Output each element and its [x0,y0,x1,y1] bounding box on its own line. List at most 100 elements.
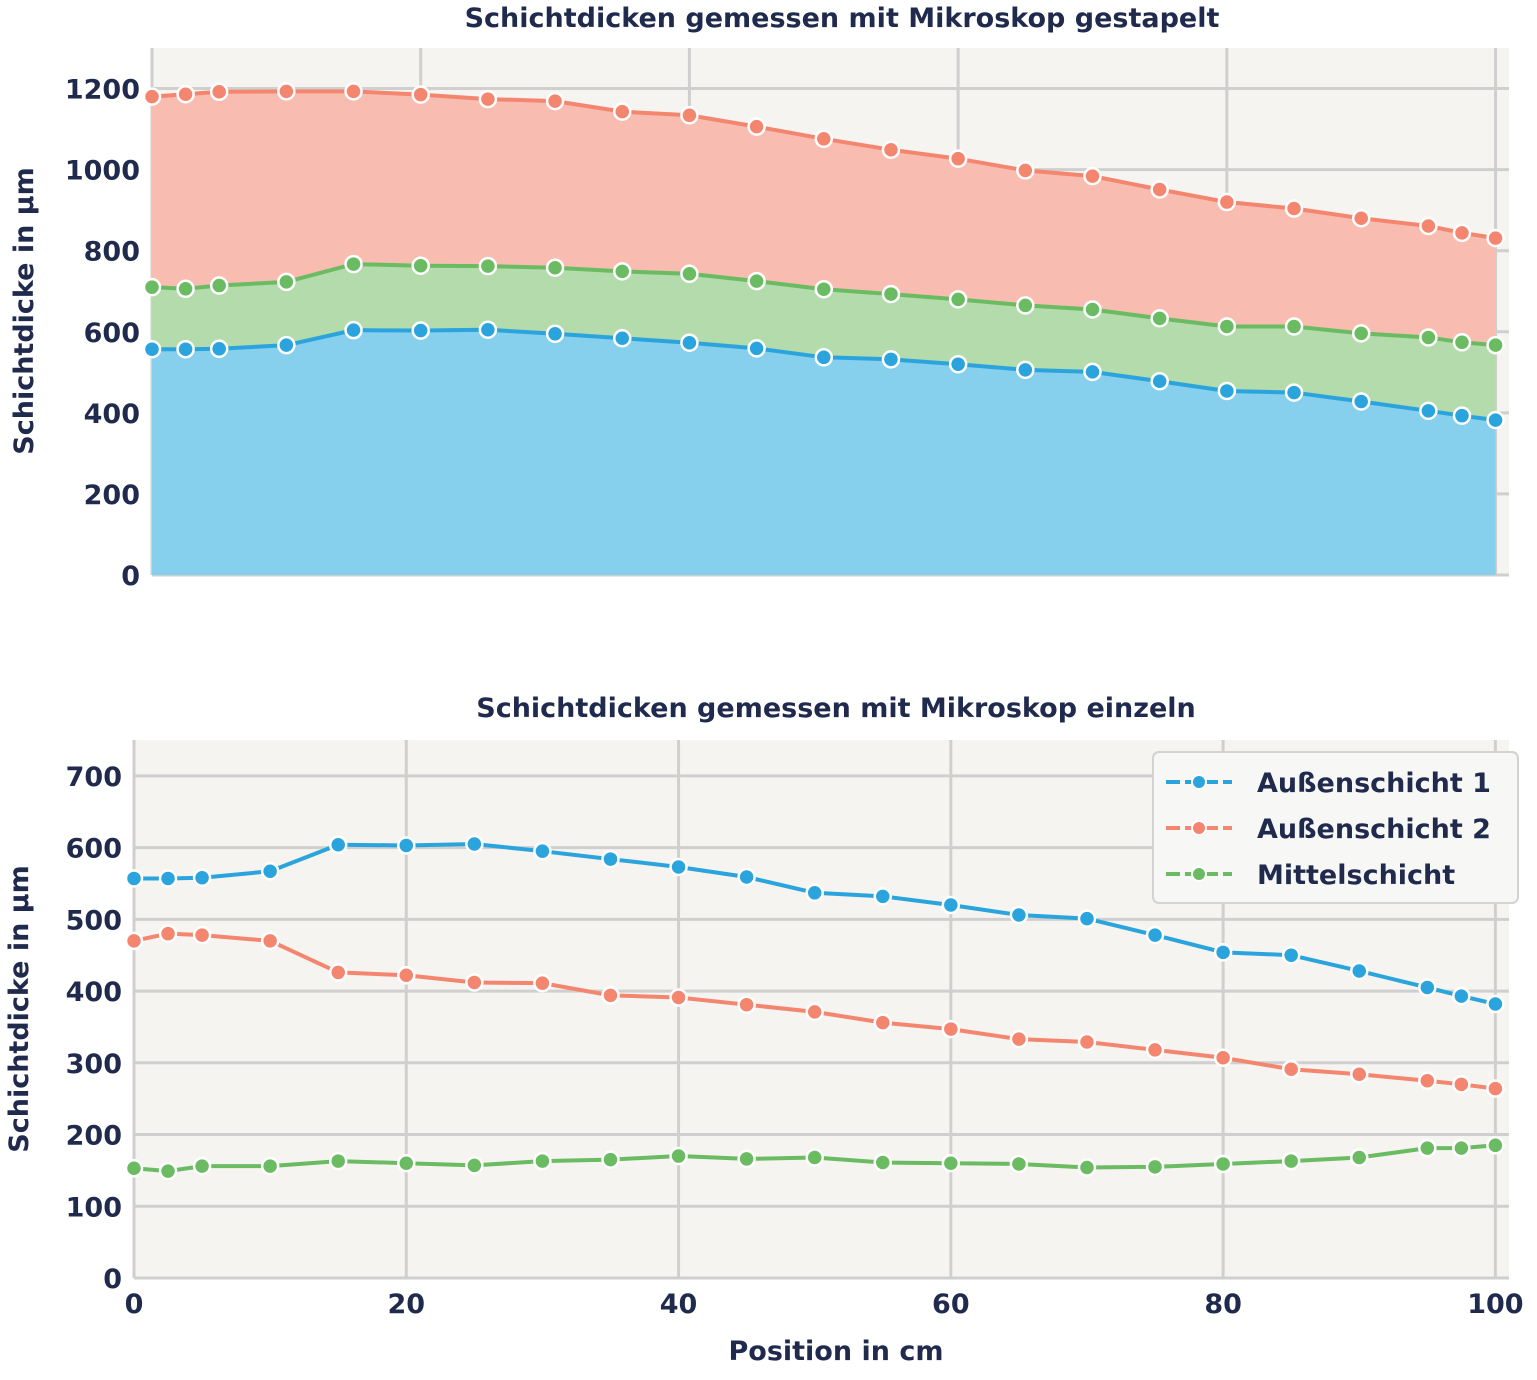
point-outer1 [680,333,699,352]
point-outer1 [1452,986,1471,1006]
point-outer1 [158,869,178,888]
point-middle [192,1156,212,1176]
point-outer2 [397,966,416,985]
point-outer1 [1351,392,1371,411]
y-tick-label: 200 [66,1121,122,1152]
point-outer2 [1486,1079,1505,1098]
point-outer1 [737,867,756,887]
point-middle [941,1153,961,1173]
point-outer2 [612,102,632,121]
point-outer2 [1351,209,1371,228]
x-tick-labels: 0 20 40 60 80 100 [125,1289,1524,1320]
point-middle [465,1156,484,1175]
point-outer1 [1083,362,1102,382]
point-outer2 [805,1002,824,1022]
legend-swatch-marker [1191,820,1207,836]
point-middle [805,1148,824,1167]
point-outer2 [873,1013,893,1032]
legend-item-outer1: Außenschicht 1 [1166,768,1491,799]
point-outer2 [1009,1029,1029,1049]
point-outer1 [260,862,280,881]
point-outer1 [1284,383,1304,402]
point-outer1 [1281,945,1301,965]
chart-title: Schichtdicken gemessen mit Mikroskop ges… [465,3,1220,34]
point-middle [1150,309,1169,328]
point-middle [124,1158,144,1178]
point-outer1 [124,869,144,888]
x-tick-label: 0 [125,1289,144,1320]
point-outer1 [948,354,968,374]
point-outer2 [142,87,162,106]
point-middle [142,277,162,297]
point-middle [1486,1136,1505,1155]
point-outer1 [1486,994,1505,1014]
point-outer2 [158,924,178,943]
point-outer1 [1213,943,1233,962]
point-middle [1284,317,1304,336]
point-middle [1351,324,1371,343]
point-outer2 [941,1019,961,1039]
y-tick-label: 400 [66,977,122,1008]
point-outer1 [941,895,961,915]
point-outer2 [209,82,229,102]
point-outer1 [881,350,901,369]
point-outer1 [1145,925,1165,945]
point-outer1 [1016,360,1035,380]
point-middle [881,284,901,304]
point-outer1 [1150,371,1169,391]
point-middle [1217,317,1237,336]
y-tick-label: 400 [84,399,140,430]
point-outer1 [1486,410,1505,430]
point-outer2 [1145,1040,1165,1060]
point-outer1 [814,348,834,367]
point-outer2 [545,91,565,111]
point-outer1 [747,339,766,358]
x-tick-label: 100 [1467,1289,1523,1320]
point-middle [1418,1138,1437,1158]
legend-item-outer2: Außenschicht 2 [1166,814,1491,845]
y-axis-label: Schichtdicke in µm [4,865,35,1152]
y-tick-label: 300 [66,1049,122,1080]
point-middle [737,1149,756,1169]
legend-label: Außenschicht 1 [1257,768,1491,799]
point-middle [948,290,968,309]
point-outer1 [545,324,565,344]
point-outer1 [1009,905,1029,925]
point-outer2 [1284,199,1304,218]
y-tick-label: 600 [66,834,122,865]
point-outer1 [805,883,824,903]
point-outer2 [948,149,968,168]
x-tick-label: 80 [1204,1289,1242,1320]
point-middle [411,256,430,275]
point-middle [1419,328,1438,347]
point-middle [397,1153,416,1173]
point-outer1 [397,836,416,855]
y-tick-labels: 0 100 200 300 400 500 600 700 [66,762,122,1295]
point-middle [1349,1148,1369,1167]
point-outer2 [737,995,756,1014]
point-outer2 [1419,216,1438,236]
point-outer1 [209,339,229,359]
point-middle [344,254,363,274]
point-middle [209,276,229,295]
point-middle [1452,333,1472,352]
point-middle [612,262,632,281]
point-outer2 [533,973,552,993]
point-outer1 [328,835,348,854]
legend-swatch-marker [1191,774,1207,790]
point-middle [1083,300,1102,319]
line-chart: Schichtdicken gemessen mit Mikroskop ein… [4,693,1524,1367]
point-outer1 [1419,401,1438,421]
point-middle [1077,1158,1097,1177]
series-points [124,834,1505,1181]
point-middle [478,256,498,276]
point-outer2 [1452,1075,1471,1094]
y-tick-label: 1200 [65,75,140,106]
point-outer1 [465,834,484,854]
legend-swatch-marker [1191,866,1207,882]
point-outer2 [192,925,212,945]
y-tick-label: 0 [121,561,140,592]
y-tick-label: 100 [66,1192,122,1223]
chart-title: Schichtdicken gemessen mit Mikroskop ein… [476,693,1195,724]
point-outer1 [277,335,296,355]
